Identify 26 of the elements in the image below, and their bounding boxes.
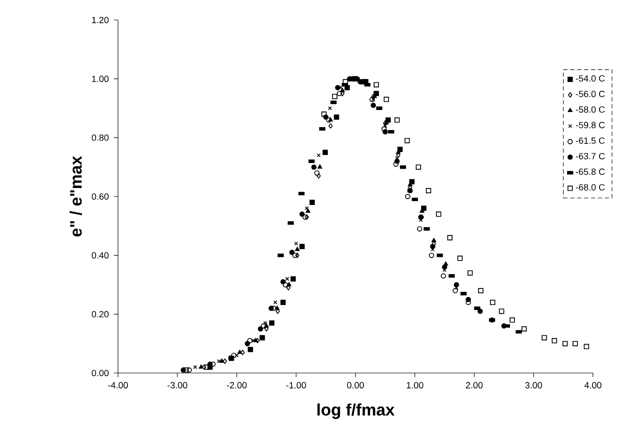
legend-label: -68.0 C	[576, 184, 605, 190]
legend-label: -54.0 C	[576, 75, 605, 82]
y-tick-label: 0.40	[92, 252, 109, 259]
legend-label: -58.0 C	[576, 106, 605, 113]
x-axis-title: log f/fmax	[317, 403, 395, 419]
x-tick-label: -2.00	[226, 382, 247, 388]
legend-label: -59.8 C	[576, 122, 605, 128]
x-tick-label: 1.00	[406, 382, 424, 388]
y-tick-label: 0.60	[92, 193, 109, 200]
x-tick-label: -1.00	[286, 382, 306, 388]
y-tick-label: 1.00	[92, 76, 109, 82]
legend-label: -63.7 C	[576, 152, 605, 160]
y-tick-label: 0.80	[92, 134, 109, 141]
y-tick-label: 0.00	[92, 370, 109, 376]
x-tick-label: 0.00	[347, 382, 364, 388]
x-tick-label: 4.00	[584, 382, 602, 388]
y-axis-title: e" / e"max	[70, 156, 82, 236]
x-tick-label: 2.00	[466, 382, 483, 388]
x-tick-label: 3.00	[525, 382, 542, 388]
x-tick-label: -3.00	[168, 382, 188, 388]
y-tick-label: 0.20	[92, 310, 109, 318]
legend-label: -65.8 C	[576, 168, 605, 175]
legend-label: -61.5 C	[576, 137, 605, 144]
x-tick-label: -4.00	[108, 382, 128, 388]
legend-label: -56.0 C	[576, 90, 605, 98]
y-tick-label: 1.20	[92, 16, 109, 24]
